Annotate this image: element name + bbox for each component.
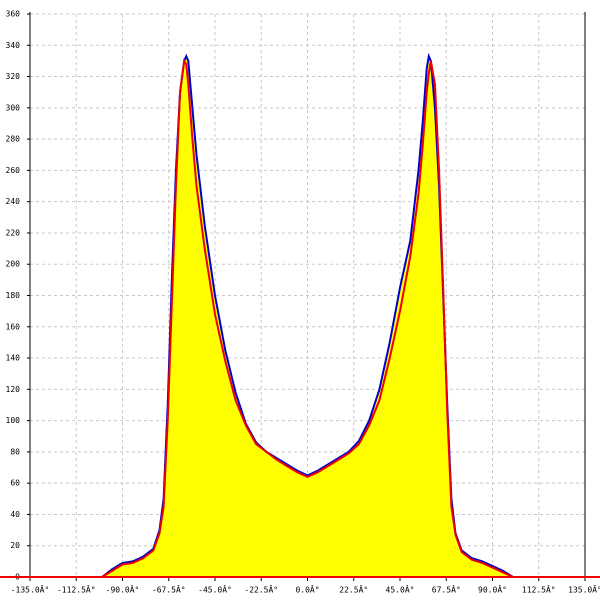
area [101, 56, 514, 578]
x-tick-label: 0.0Â° [295, 584, 319, 595]
y-tick-label: 60 [10, 479, 20, 488]
x-tick-label: 135.0Â° [568, 584, 600, 595]
y-tick-label: 220 [6, 228, 21, 237]
x-tick-label: -22.5Â° [244, 584, 278, 595]
x-tick-label: 67.5Â° [432, 584, 461, 595]
x-tick-label: 90.0Â° [478, 584, 507, 595]
x-tick-label: 112.5Â° [522, 584, 556, 595]
y-tick-label: 300 [6, 103, 21, 112]
x-tick-label: 22.5Â° [339, 584, 368, 595]
y-tick-label: 100 [6, 416, 21, 425]
y-tick-label: 160 [6, 322, 21, 331]
y-tick-label: 120 [6, 385, 21, 394]
x-tick-label: -90.0Â° [106, 584, 140, 595]
y-tick-label: 40 [10, 510, 20, 519]
y-tick-label: 200 [6, 260, 21, 269]
y-tick-label: 20 [10, 541, 20, 550]
x-tick-label: 45.0Â° [386, 584, 415, 595]
x-tick-label: -135.0Â° [11, 584, 50, 595]
y-tick-label: 240 [6, 197, 21, 206]
y-tick-label: 280 [6, 135, 21, 144]
y-tick-label: 80 [10, 447, 20, 456]
x-tick-label: -67.5Â° [152, 584, 186, 595]
y-tick-label: 180 [6, 291, 21, 300]
x-tick-label: -45.0Â° [198, 584, 232, 595]
x-tick-label: -112.5Â° [57, 584, 96, 595]
y-tick-label: 320 [6, 72, 21, 81]
y-tick-label: 340 [6, 41, 21, 50]
line [101, 58, 514, 578]
y-tick-label: 360 [6, 10, 21, 19]
y-tick-label: 260 [6, 166, 21, 175]
y-tick-label: 140 [6, 354, 21, 363]
